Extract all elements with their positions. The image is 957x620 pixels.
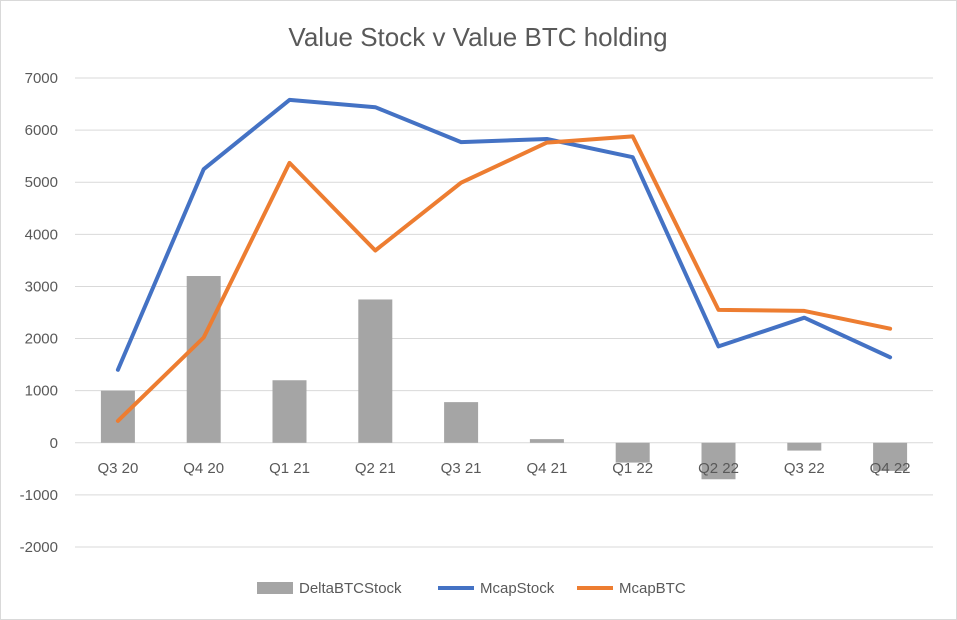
y-axis-labels: -2000 -1000 0 1000 2000 3000 4000 5000 6000 7000 [20,70,58,556]
x-tick-label: Q4 20 [183,460,224,477]
legend-label: DeltaBTCStock [299,580,402,597]
legend: DeltaBTCStock McapStock McapBTC [257,580,686,597]
y-tick-label: 5000 [25,174,58,191]
y-tick-label: 7000 [25,70,58,87]
legend-swatch-bar [257,582,293,594]
bar-series [100,276,908,480]
y-tick-label: 6000 [25,122,58,139]
x-tick-label: Q1 22 [612,460,653,477]
x-tick-label: Q3 21 [441,460,482,477]
x-tick-label: Q4 22 [870,460,911,477]
bar-deltabtcstock [529,439,564,443]
x-tick-label: Q3 20 [97,460,138,477]
bar-deltabtcstock [615,442,650,463]
y-tick-label: -1000 [20,487,58,504]
line-mcapstock [115,97,893,372]
line-mcapbtc [115,134,893,423]
y-tick-label: -2000 [20,539,58,556]
bar-deltabtcstock [100,390,135,443]
gridlines [75,77,933,548]
y-tick-label: 4000 [25,226,58,243]
x-tick-label: Q2 21 [355,460,396,477]
bar-deltabtcstock [358,299,393,443]
x-tick-label: Q4 21 [526,460,567,477]
x-axis-labels: Q3 20 Q4 20 Q1 21 Q2 21 Q3 21 Q4 21 Q1 22 Q2 22… [97,460,910,477]
x-tick-label: Q2 22 [698,460,739,477]
bar-deltabtcstock [787,442,822,451]
x-tick-label: Q1 21 [269,460,310,477]
bar-deltabtcstock [873,442,908,471]
y-tick-label: 0 [50,435,58,452]
x-tick-label: Q3 22 [784,460,825,477]
y-tick-label: 2000 [25,331,58,348]
y-tick-label: 1000 [25,383,58,400]
bar-deltabtcstock [444,402,479,443]
bar-deltabtcstock [701,442,736,480]
y-tick-label: 3000 [25,278,58,295]
line-series [115,97,893,423]
legend-label: McapBTC [619,580,686,597]
legend-label: McapStock [480,580,555,597]
chart-title: Value Stock v Value BTC holding [288,22,667,52]
bar-deltabtcstock [186,276,221,443]
bar-deltabtcstock [272,380,307,443]
